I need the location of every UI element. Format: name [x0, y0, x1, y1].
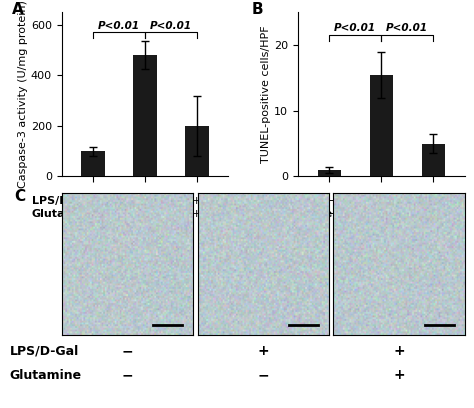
- Bar: [133, 55, 156, 176]
- Bar: [318, 170, 341, 176]
- Text: P<0.01: P<0.01: [334, 23, 376, 33]
- Text: −: −: [140, 209, 150, 219]
- Bar: [370, 75, 393, 176]
- Text: +: +: [428, 196, 438, 206]
- Text: LPS/D-Gal: LPS/D-Gal: [9, 344, 79, 357]
- Text: −: −: [88, 209, 98, 219]
- Text: −: −: [257, 368, 269, 382]
- Text: −: −: [325, 196, 334, 206]
- Y-axis label: TUNEL-positive cells/HPF: TUNEL-positive cells/HPF: [261, 26, 272, 163]
- Text: P<0.01: P<0.01: [98, 21, 140, 31]
- Bar: [185, 126, 209, 176]
- Text: −: −: [376, 209, 386, 219]
- Text: +: +: [376, 196, 386, 206]
- Text: −: −: [121, 344, 133, 358]
- Y-axis label: Caspase-3 activity (U/mg protein): Caspase-3 activity (U/mg protein): [18, 0, 28, 188]
- Text: +: +: [140, 196, 150, 206]
- Text: +: +: [257, 344, 269, 358]
- Text: A: A: [12, 2, 23, 18]
- Text: P<0.01: P<0.01: [150, 21, 192, 31]
- Text: +: +: [192, 196, 201, 206]
- Text: Glutamine: Glutamine: [9, 369, 82, 382]
- Text: B: B: [251, 2, 263, 18]
- Text: +: +: [428, 209, 438, 219]
- Text: −: −: [325, 209, 334, 219]
- Text: Glutamine: Glutamine: [268, 209, 332, 219]
- Bar: [81, 151, 105, 176]
- Text: +: +: [393, 344, 405, 358]
- Text: C: C: [14, 189, 25, 204]
- Bar: [421, 144, 445, 176]
- Text: +: +: [393, 368, 405, 382]
- Text: −: −: [121, 368, 133, 382]
- Text: LPS/D-Gal: LPS/D-Gal: [268, 196, 330, 206]
- Text: +: +: [192, 209, 201, 219]
- Text: LPS/D-Gal: LPS/D-Gal: [32, 196, 93, 206]
- Text: Glutamine: Glutamine: [32, 209, 96, 219]
- Text: −: −: [88, 196, 98, 206]
- Text: P<0.01: P<0.01: [386, 23, 428, 33]
